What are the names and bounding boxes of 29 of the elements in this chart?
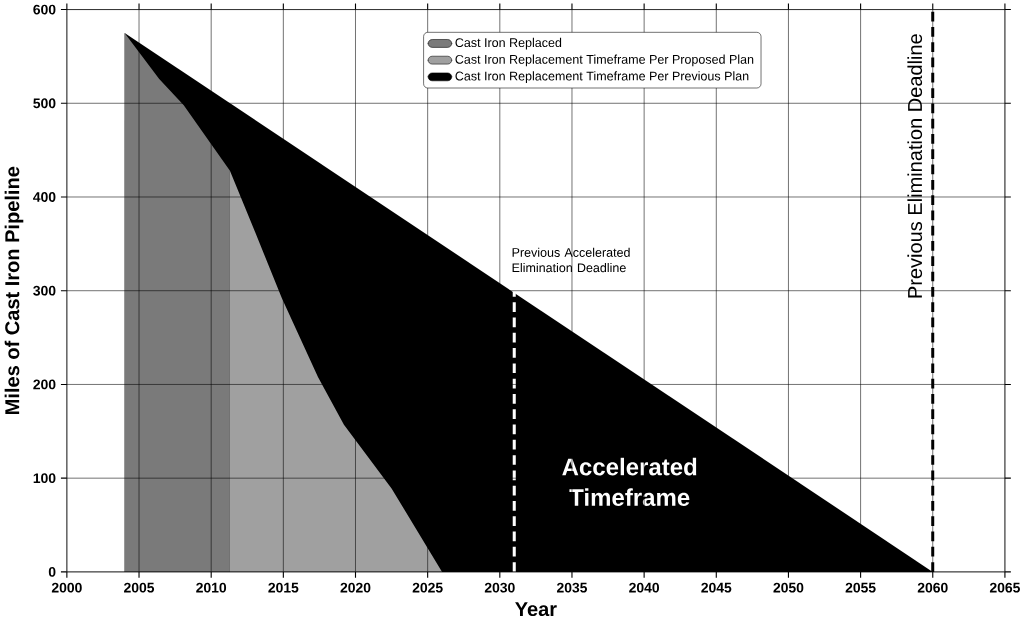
x-tick-label: 2045: [701, 582, 732, 593]
legend-label: Cast Iron Replacement Timeframe Per Previous Plan: [455, 71, 749, 84]
x-tick-label: 2010: [196, 582, 227, 593]
ref-line-label: Previous Accelerated Elimination Deadline: [512, 247, 630, 273]
y-axis-title: Miles of Cast Iron Pipeline: [4, 166, 24, 415]
y-tick-label: 500: [33, 98, 56, 109]
annotation: Accelerated Timeframe: [562, 457, 697, 507]
legend-label: Cast Iron Replacement Timeframe Per Proposed Plan: [455, 54, 754, 67]
ref-line-label: Previous Elimination Deadline: [907, 34, 923, 298]
x-tick-label: 2000: [51, 582, 82, 593]
x-tick-label: 2035: [556, 582, 588, 593]
x-tick-label: 2030: [484, 582, 515, 593]
x-tick-label: 2060: [917, 582, 948, 593]
y-tick-label: 400: [33, 192, 56, 203]
x-tick-label: 2050: [773, 582, 804, 593]
x-tick-label: 2020: [340, 582, 371, 593]
x-tick-label: 2025: [412, 582, 443, 593]
x-tick-label: 2055: [845, 582, 876, 593]
x-tick-label: 2015: [268, 582, 299, 593]
y-tick-label: 600: [33, 4, 56, 15]
x-tick-label: 2005: [124, 582, 155, 593]
y-tick-label: 100: [33, 473, 56, 484]
y-tick-label: 300: [33, 285, 56, 296]
y-tick-label: 0: [48, 567, 56, 577]
x-tick-label: 2040: [629, 582, 660, 593]
y-tick-label: 200: [33, 379, 56, 390]
x-tick-label: 2065: [989, 582, 1020, 593]
x-axis-title: Year: [515, 602, 557, 617]
legend-label: Cast Iron Replaced: [455, 38, 562, 50]
